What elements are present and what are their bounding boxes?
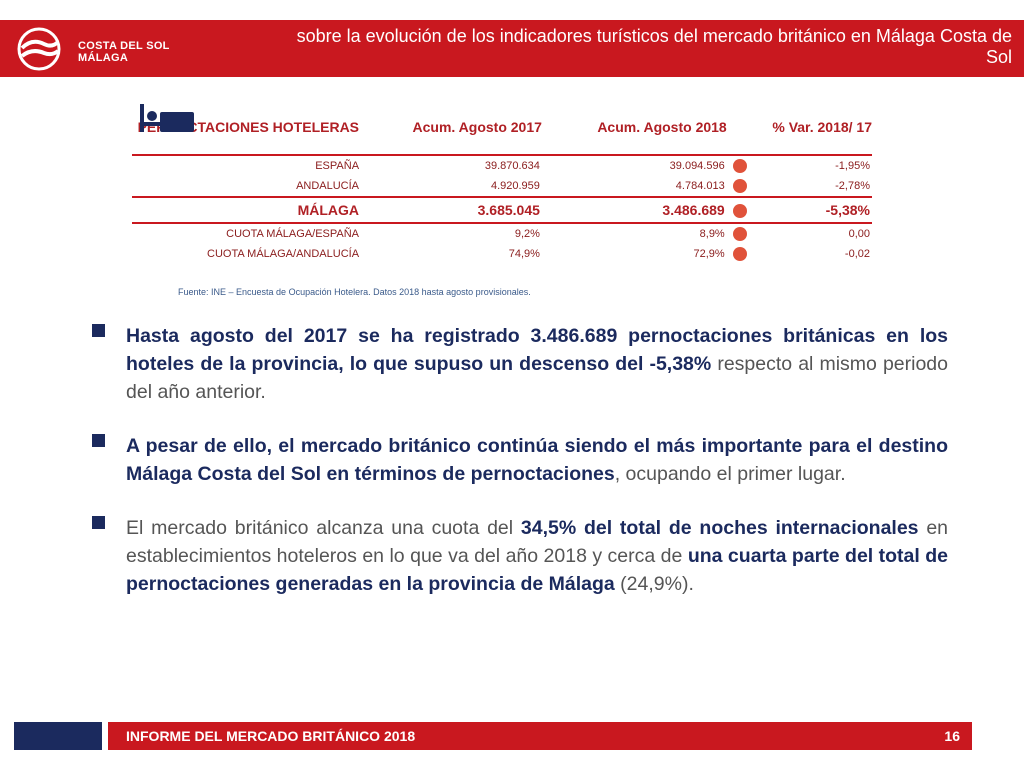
row-variation: 0,00	[848, 228, 870, 240]
decrease-indicator-icon	[732, 204, 747, 219]
row-variation: -2,78%	[835, 180, 870, 192]
decrease-indicator-icon	[732, 247, 747, 261]
row-variation: -0,02	[844, 248, 870, 260]
row-label: CUOTA MÁLAGA/ESPAÑA	[226, 228, 360, 240]
table-row-highlight: MÁLAGA 3.685.045 3.486.689 -5,38%	[132, 196, 872, 224]
bullet-list: Hasta agosto del 2017 se ha registrado 3…	[92, 322, 948, 624]
footer-title: INFORME DEL MERCADO BRITÁNICO 2018	[126, 728, 416, 744]
row-value-2018: 39.094.596	[669, 160, 725, 172]
decrease-indicator-icon	[732, 159, 747, 173]
page-number: 16	[944, 728, 960, 744]
bullet-item: Hasta agosto del 2017 se ha registrado 3…	[92, 322, 948, 406]
table-row: CUOTA MÁLAGA/ANDALUCÍA 74,9% 72,9% -0,02	[132, 244, 872, 264]
row-value-2018: 72,9%	[693, 248, 725, 260]
decrease-indicator-icon	[732, 227, 747, 241]
logo-line2: MÁLAGA	[78, 52, 129, 64]
logo-text: COSTA DEL SOL MÁLAGA	[78, 40, 170, 64]
source-note: Fuente: INE – Encuesta de Ocupación Hote…	[178, 287, 531, 297]
row-label: ANDALUCÍA	[296, 180, 360, 192]
bullet-item: A pesar de ello, el mercado británico co…	[92, 432, 948, 488]
bed-icon	[140, 104, 194, 132]
row-label: ESPAÑA	[315, 160, 360, 172]
table-row: ANDALUCÍA 4.920.959 4.784.013 -2,78%	[132, 176, 872, 197]
row-value-2017: 74,9%	[508, 248, 540, 260]
table-row: ESPAÑA 39.870.634 39.094.596 -1,95%	[132, 155, 872, 176]
row-label: MÁLAGA	[132, 196, 364, 224]
decrease-indicator-icon	[732, 179, 747, 193]
table-header-label: PERNOCTACIONES HOTELERAS	[132, 100, 364, 156]
bullet-square-icon	[92, 434, 105, 447]
footer-accent	[14, 722, 102, 750]
row-value-2017: 39.870.634	[484, 160, 540, 172]
row-variation: -1,95%	[835, 160, 870, 172]
table-header-2018: Acum. Agosto 2018	[541, 100, 727, 156]
table-row: CUOTA MÁLAGA/ESPAÑA 9,2% 8,9% 0,00	[132, 223, 872, 244]
row-value-2018: 4.784.013	[675, 180, 725, 192]
logo-line1: COSTA DEL SOL	[78, 40, 170, 52]
table-header-variation: % Var. 2018/ 17	[748, 100, 872, 156]
bullet-square-icon	[92, 324, 105, 337]
footer-bar: INFORME DEL MERCADO BRITÁNICO 2018 16	[108, 722, 972, 750]
row-value-2018: 8,9%	[699, 228, 725, 240]
header-bar: COSTA DEL SOL MÁLAGA sobre la evolución …	[0, 20, 1024, 77]
overnight-stays-table: PERNOCTACIONES HOTELERAS Acum. Agosto 20…	[132, 100, 872, 264]
row-value-2017: 9,2%	[514, 228, 540, 240]
page-title: sobre la evolución de los indicadores tu…	[296, 26, 1012, 67]
row-value-2018: 3.486.689	[541, 196, 727, 224]
row-variation: -5,38%	[748, 196, 872, 224]
costa-del-sol-logo: COSTA DEL SOL MÁLAGA	[14, 26, 174, 72]
row-value-2017: 4.920.959	[490, 180, 540, 192]
table-header-2017: Acum. Agosto 2017	[363, 100, 542, 156]
bullet-item: El mercado británico alcanza una cuota d…	[92, 514, 948, 598]
row-label: CUOTA MÁLAGA/ANDALUCÍA	[207, 248, 360, 260]
row-value-2017: 3.685.045	[363, 196, 542, 224]
bullet-square-icon	[92, 516, 105, 529]
wave-logo-icon	[17, 27, 61, 71]
